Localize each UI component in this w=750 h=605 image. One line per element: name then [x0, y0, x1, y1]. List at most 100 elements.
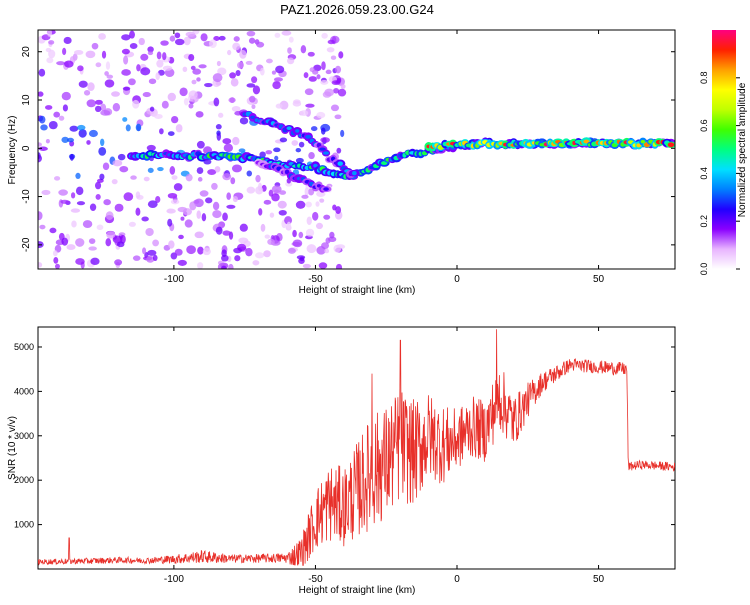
spectrogram-cell	[129, 43, 138, 50]
spectrogram-cell	[98, 147, 107, 156]
spectrogram-cell	[248, 37, 256, 44]
spectrogram-cell	[291, 140, 299, 146]
spectrogram-cell	[267, 238, 275, 246]
spectrogram-cell	[299, 110, 309, 116]
spectrogram-cell	[352, 171, 357, 176]
spectrogram-cell	[75, 186, 84, 196]
spectrogram-cell	[197, 262, 204, 269]
spectrogram-cell	[140, 53, 149, 61]
spectrogram-cell	[128, 221, 136, 227]
spectrogram-cell	[162, 65, 173, 71]
spectrogram-cell	[132, 255, 141, 261]
spectrogram-cell	[106, 231, 116, 239]
spectrogram-cell	[147, 249, 157, 256]
spectrogram-cell	[337, 161, 343, 166]
spectrogram-cell	[245, 60, 253, 65]
spectrogram-cell	[300, 45, 307, 54]
spectrogram-cell	[61, 237, 69, 246]
spectrogram-cell	[147, 51, 154, 56]
spectrogram-cell	[237, 61, 244, 69]
spectrogram-cell	[160, 40, 169, 46]
spectrogram-cell	[168, 240, 175, 249]
spectrogram-cell	[212, 210, 222, 219]
spectrogram-cell	[265, 58, 273, 64]
spectrogram-cell	[299, 256, 305, 262]
spectrogram-y-ticks: -20 -10 0 10 20	[21, 46, 675, 252]
spectrogram-cell	[53, 256, 59, 264]
spectrogram-cell	[209, 39, 217, 48]
spectrogram-cell	[173, 183, 183, 191]
spectrogram-cell	[306, 244, 317, 254]
spectrogram-cell	[122, 117, 128, 122]
spectrogram-cell	[130, 175, 137, 180]
spectrogram-cell	[246, 30, 256, 37]
spectrogram-cell	[142, 247, 147, 255]
spectrogram-cell	[188, 53, 195, 61]
spectrogram-cell	[205, 197, 213, 204]
spectrogram-cell	[94, 105, 102, 113]
spectrogram-cell	[69, 125, 79, 132]
spectrogram-cell	[175, 124, 183, 133]
snr-x-axis-label: Height of straight line (km)	[299, 585, 416, 596]
spectrogram-cell	[138, 37, 145, 46]
spectrogram-cell	[583, 139, 590, 144]
spectrogram-cell	[186, 245, 196, 255]
spectrogram-cell	[157, 166, 164, 172]
spectrogram-cell	[315, 201, 320, 207]
spectrogram-cell	[230, 177, 236, 185]
spectrogram-cell	[185, 31, 196, 37]
spectrogram-cell	[75, 172, 81, 180]
y-tick-label: 1000	[14, 520, 34, 530]
spectrogram-cell	[204, 82, 213, 88]
spectrogram-cell	[271, 70, 277, 75]
spectrogram-cell	[77, 124, 86, 131]
spectrogram-cell	[319, 147, 326, 151]
spectrogram-cell	[86, 140, 91, 145]
spectrogram-cell	[53, 111, 61, 118]
spectrogram-cell	[246, 170, 253, 177]
spectrogram-cell	[94, 99, 103, 105]
spectrogram-cell	[95, 193, 101, 200]
spectrogram-cell	[302, 263, 311, 269]
snr-panel: -100 -50 0 50 1000 2000 3000 4000 5000 Height o…	[7, 326, 676, 596]
snr-x-ticks: -100 -50 0 50	[164, 327, 605, 585]
spectrogram-cell	[232, 42, 241, 51]
spectrogram-cell	[336, 147, 342, 154]
spectrogram-cell	[199, 190, 209, 197]
spectrogram-cell	[129, 30, 135, 39]
spectrogram-cell	[275, 65, 285, 74]
spectrogram-cell	[231, 164, 242, 173]
spectrogram-cell	[123, 192, 134, 201]
spectrogram-cell	[251, 104, 256, 110]
spectrogram-cell	[330, 104, 340, 112]
spectrogram-cell	[320, 127, 326, 135]
spectrogram-cell	[177, 259, 187, 266]
y-tick-label: 2000	[14, 475, 34, 485]
spectrogram-cell	[105, 61, 111, 70]
spectrogram-cell	[61, 91, 71, 101]
spectrogram-cell	[114, 259, 123, 266]
spectrogram-cell	[286, 126, 292, 131]
spectrogram-cell	[329, 231, 335, 239]
spectrogram-cell	[96, 224, 104, 231]
spectrogram-cell	[156, 51, 162, 60]
spectrogram-cell	[319, 198, 325, 203]
spectrogram-cell	[38, 68, 46, 77]
spectrogram-cell	[101, 50, 107, 59]
spectrogram-cell	[217, 67, 227, 76]
spectrogram-cell	[194, 231, 204, 239]
spectrogram-cell	[154, 113, 163, 119]
spectrogram-cell	[292, 239, 303, 248]
spectrogram-cell	[273, 147, 281, 153]
spectrogram-cell	[183, 98, 189, 106]
spectrogram-cell	[316, 246, 326, 255]
spectrogram-cell	[305, 103, 315, 108]
spectrogram-cell	[334, 114, 342, 120]
spectrogram-cell	[98, 33, 106, 40]
spectrogram-cell	[104, 79, 115, 88]
spectrogram-cell	[121, 48, 130, 55]
spectrogram-cell	[197, 177, 203, 182]
